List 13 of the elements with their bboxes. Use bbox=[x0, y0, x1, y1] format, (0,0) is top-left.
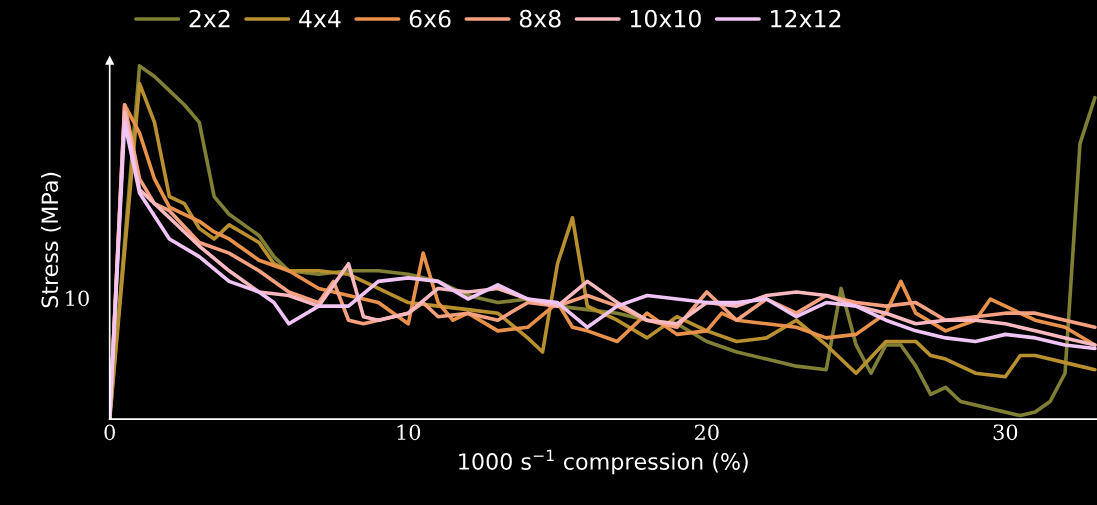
x-tick-label: 20 bbox=[694, 424, 719, 441]
legend-label: 2x2 bbox=[189, 9, 230, 28]
legend-label: 12x12 bbox=[771, 9, 841, 28]
x-tick-label: 30 bbox=[993, 424, 1018, 441]
legend-label: 8x8 bbox=[519, 9, 561, 28]
legend-label: 6x6 bbox=[409, 9, 451, 28]
legend-label: 4x4 bbox=[299, 10, 341, 28]
x-axis-title: 1000 s$^{−1}$ compression (%) bbox=[459, 449, 748, 475]
legend-label: 10x10 bbox=[630, 9, 701, 28]
annotation: 10 bbox=[66, 290, 89, 307]
x-tick-label: 10 bbox=[397, 424, 421, 441]
x-tick-label: 0 bbox=[104, 424, 115, 441]
y-axis-title: Stress (MPa) bbox=[41, 172, 61, 308]
